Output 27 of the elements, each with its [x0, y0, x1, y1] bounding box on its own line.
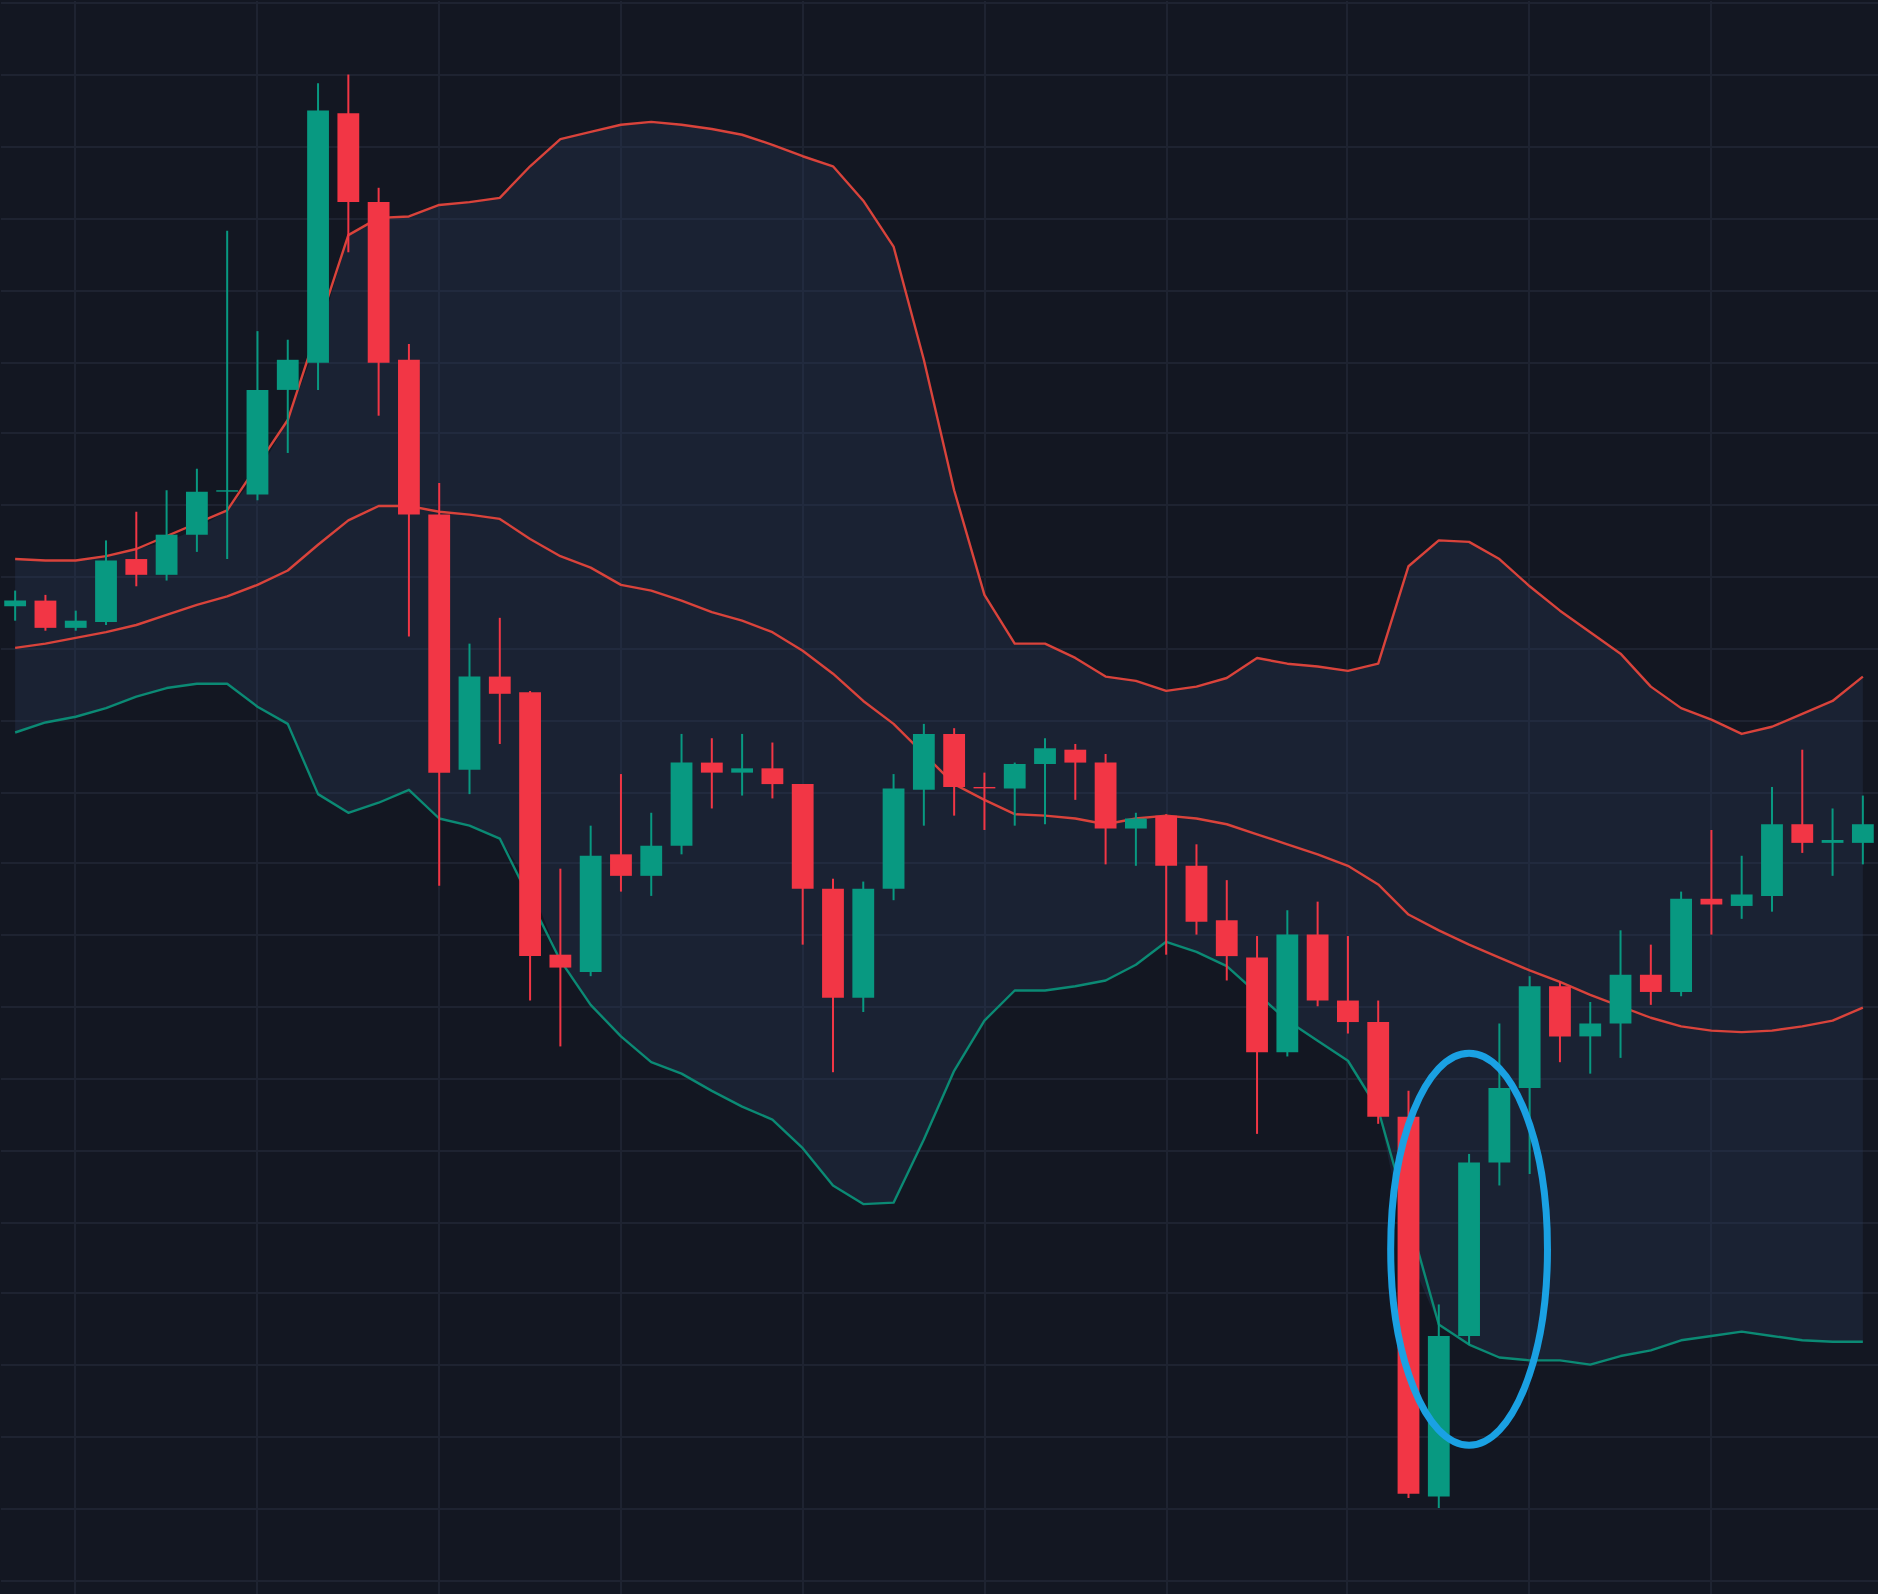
- candlestick: [276, 338, 299, 454]
- candlestick: [125, 510, 148, 588]
- candlestick: [34, 593, 57, 632]
- candlestick: [488, 616, 511, 745]
- candlestick: [1337, 935, 1359, 1035]
- candlestick: [731, 732, 754, 797]
- candlestick: [1124, 811, 1147, 867]
- candlestick: [1639, 943, 1662, 1006]
- candlestick: [1034, 737, 1056, 826]
- candlestick: [1003, 761, 1026, 827]
- candlestick: [700, 737, 723, 810]
- candlestick: [549, 867, 572, 1048]
- candlestick: [1064, 742, 1087, 801]
- candlestick: [761, 741, 784, 800]
- candlestick: [1821, 807, 1844, 877]
- candlestick: [155, 489, 178, 582]
- candlestick: [1851, 794, 1874, 866]
- candlestick: [1791, 748, 1814, 854]
- candlestick: [610, 773, 632, 893]
- candlestick: [216, 229, 239, 561]
- candlestick: [1579, 1000, 1602, 1075]
- candlestick: [1730, 854, 1753, 920]
- candlestick: [64, 609, 87, 632]
- candlestick: [1215, 879, 1238, 982]
- candlestick: [1700, 828, 1723, 936]
- candlestick: [185, 467, 208, 553]
- candlestick: [640, 811, 663, 897]
